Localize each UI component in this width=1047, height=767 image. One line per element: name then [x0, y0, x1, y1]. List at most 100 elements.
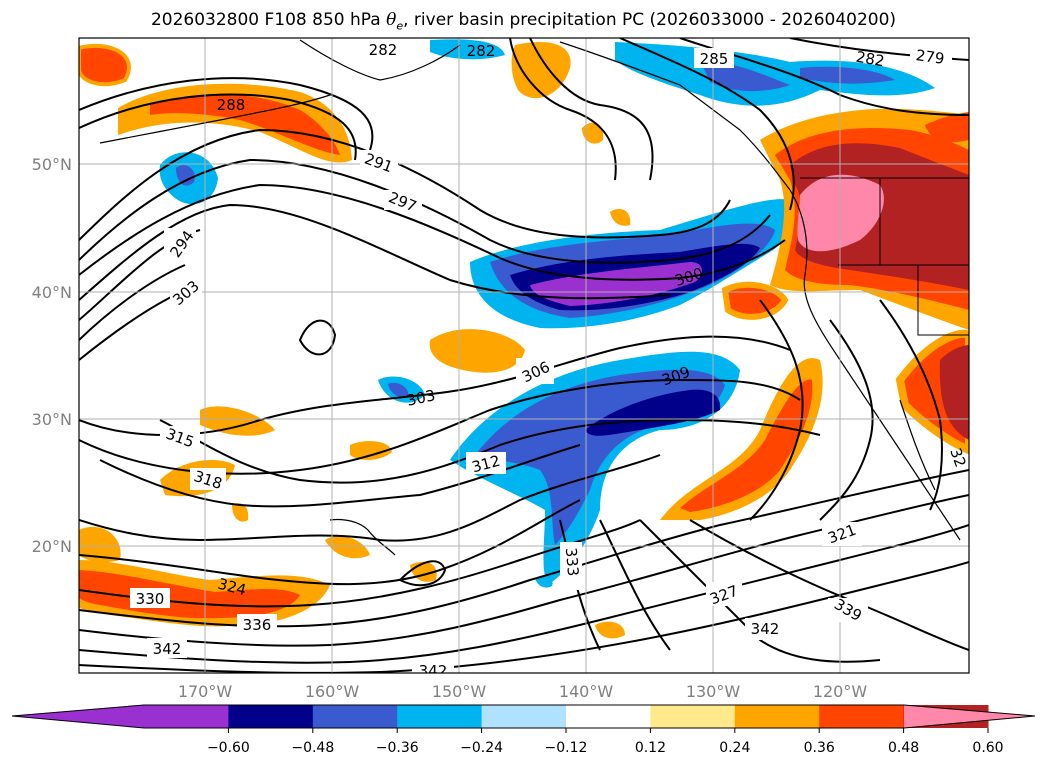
- positive-anomaly-gulf-top: [511, 41, 571, 99]
- contour-label-bg: [516, 358, 554, 384]
- contour-label-bg: [694, 48, 734, 68]
- negative-anomaly-south-small: [535, 575, 553, 588]
- contour-line: [159, 418, 821, 484]
- lat-label: 40°N: [32, 283, 72, 302]
- latitude-labels: 50°N 40°N 30°N 20°N: [32, 155, 72, 556]
- contour-label: 282: [855, 48, 886, 71]
- colorbar-tick-label: −0.12: [545, 740, 588, 756]
- lon-label: 130°W: [686, 682, 741, 701]
- contour-label: 303: [405, 386, 437, 410]
- colorbar-ticks: −0.60 −0.48 −0.36 −0.24 −0.12 0.12 0.24 0.36 0.4…: [207, 728, 1004, 756]
- colorbar-boxes: [144, 705, 989, 728]
- colorbar-over-extension: [904, 705, 1035, 728]
- negative-anomaly-small-west-core: [388, 382, 409, 398]
- theta-symbol: θ: [386, 10, 397, 30]
- lon-label: 160°W: [305, 682, 360, 701]
- contour-label: 279: [915, 46, 946, 68]
- state-borders: [800, 177, 969, 336]
- colorbar-outline: [11, 704, 1036, 729]
- border-line: [917, 265, 969, 336]
- colorbar-bin: [397, 705, 483, 728]
- colorbar-bin: [566, 705, 651, 728]
- contour-line: [529, 38, 654, 181]
- coastline-baja: [899, 399, 936, 491]
- positive-anomaly-ne-corner: [925, 112, 969, 143]
- contour-line: [879, 299, 943, 511]
- graticule: [79, 38, 969, 673]
- positive-anomaly-south-small: [595, 621, 625, 639]
- contour-line: [79, 128, 731, 241]
- contour-line: [79, 335, 791, 436]
- map-plot-area: 282 282 285 282 279 288 291 297 294 303 …: [79, 38, 969, 680]
- positive-anomaly-w-3: [350, 440, 392, 460]
- contour-label: 32: [946, 446, 969, 470]
- positive-anomaly-w-5: [325, 535, 370, 559]
- colorbar-tick-label: −0.24: [460, 740, 503, 756]
- theta-subscript: e: [396, 19, 404, 33]
- colorbar-bin: [312, 705, 398, 728]
- precip-shading: [79, 39, 969, 639]
- positive-anomaly-small-1: [582, 122, 604, 144]
- positive-anomaly-oregon-coast: [721, 281, 789, 320]
- contour-line: [79, 519, 641, 608]
- positive-anomaly-small-2: [610, 208, 631, 226]
- positive-anomaly-east-band: [660, 358, 823, 520]
- contour-label: 336: [243, 616, 272, 634]
- theta-e-contours: [79, 38, 969, 673]
- colorbar: −0.60 −0.48 −0.36 −0.24 −0.12 0.12 0.24 0.36 0.4…: [11, 704, 1036, 756]
- contour-label-bg: [828, 598, 868, 622]
- colorbar-bin: [734, 705, 820, 728]
- contour-label-bg: [147, 638, 187, 658]
- lon-label: 140°W: [559, 682, 614, 701]
- colorbar-bin: [819, 705, 905, 728]
- contour-label-bg: [365, 39, 403, 59]
- colorbar-bin: [144, 705, 229, 728]
- contour-labels: 282 282 285 282 279 288 291 297 294 303 …: [130, 39, 969, 680]
- lat-label: 50°N: [32, 155, 72, 174]
- coastline-hawaii: [329, 518, 396, 556]
- contour-label-bg: [170, 278, 202, 308]
- title-suffix: , river basin precipitation PC (20260330…: [403, 10, 897, 30]
- colorbar-tick-label: 0.12: [635, 740, 666, 756]
- coastline-aleutians: [99, 94, 331, 144]
- negative-anomaly-subtropical-core: [585, 389, 721, 436]
- colorbar-tick-label: 0.60: [972, 740, 1003, 756]
- colorbar-bin: [481, 705, 567, 728]
- contour-line: [79, 158, 771, 264]
- negative-anomaly-central-peak: [530, 262, 702, 306]
- contour-line: [619, 38, 795, 211]
- lon-label: 170°W: [178, 682, 233, 701]
- contour-line: [79, 203, 671, 301]
- colorbar-tick-label: 0.48: [888, 740, 919, 756]
- colorbar-bin: [650, 705, 736, 728]
- positive-anomaly-east-band-core: [680, 379, 813, 512]
- contour-line: [79, 294, 176, 361]
- coastline-alaska: [299, 39, 791, 191]
- contour-label-bg: [822, 522, 862, 546]
- positive-anomaly-w-1: [200, 406, 275, 436]
- positive-anomaly-baja-core: [939, 345, 969, 440]
- positive-anomaly-sw-1: [79, 526, 121, 563]
- contour-label: 342: [153, 640, 182, 658]
- colorbar-tick-label: 0.24: [719, 740, 750, 756]
- contour-label: 282: [369, 41, 398, 59]
- contour-label: 288: [217, 96, 246, 114]
- contour-label-bg: [237, 614, 277, 634]
- contour-label-bg: [466, 452, 506, 474]
- contour-line: [398, 560, 447, 587]
- colorbar-under-extension: [12, 705, 144, 728]
- negative-anomaly-alaska-core: [700, 60, 895, 92]
- lon-label: 150°W: [432, 682, 487, 701]
- contour-label: 342: [419, 662, 448, 680]
- contour-line: [79, 93, 357, 161]
- contour-line: [79, 183, 786, 281]
- contour-label-bg: [412, 660, 454, 673]
- colorbar-tick-label: 0.36: [804, 740, 835, 756]
- contour-label: 330: [136, 590, 165, 608]
- contour-label-bg: [164, 228, 196, 260]
- contour-line: [509, 38, 617, 181]
- contour-label-bg: [360, 150, 398, 170]
- contour-line: [79, 77, 374, 151]
- contour-label-bg: [190, 468, 226, 490]
